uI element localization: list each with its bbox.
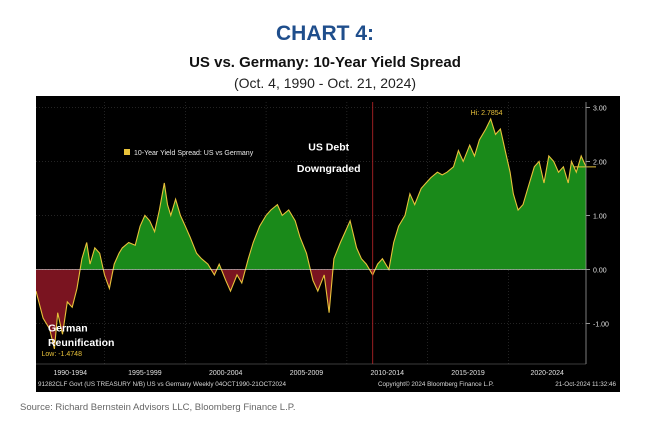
yield-spread-chart: 3.00 2.00 1.00 0.00 -1.00 1990-1994 1995-1999 2… — [35, 102, 616, 388]
x-period-label: 2000-2004 — [209, 370, 243, 377]
annotation-label: German — [48, 323, 88, 335]
y-tick-label: -1.00 — [593, 321, 609, 328]
positive-spread-area — [36, 119, 586, 270]
y-tick-label: 2.00 — [593, 159, 607, 166]
y-tick-label: 1.00 — [593, 213, 607, 220]
x-period-label: 2010-2014 — [371, 370, 405, 377]
x-period-label: 1995-1999 — [128, 370, 162, 377]
y-tick-label: 3.00 — [593, 105, 607, 112]
x-period-label: 2020-2024 — [530, 370, 564, 377]
chart-label: CHART 4: — [276, 22, 374, 45]
annotation-label: Low: -1.4748 — [41, 351, 82, 358]
annotation-label: Reunification — [48, 337, 115, 349]
x-period-label: 2015-2019 — [451, 370, 485, 377]
annotation-label: US Debt — [308, 142, 349, 154]
x-period-label: 1990-1994 — [54, 370, 88, 377]
annotation-label: Downgraded — [297, 163, 361, 175]
bloomberg-copyright: Copyright© 2024 Bloomberg Finance L.P. — [378, 380, 494, 388]
y-tick-label: 0.00 — [593, 267, 607, 274]
bloomberg-timestamp: 21-Oct-2024 11:32:46 — [555, 381, 616, 388]
chart-subtitle: (Oct. 4, 1990 - Oct. 21, 2024) — [233, 75, 417, 91]
annotation-label: Hi: 2.7854 — [471, 110, 503, 117]
x-period-label: 2005-2009 — [290, 370, 324, 377]
bloomberg-ticker-line: 91282CLF Govt (US TREASURY N/B) US vs Ge… — [38, 381, 287, 388]
spread-line — [35, 117, 587, 350]
legend-label: 10-Year Yield Spread: US vs Germany — [134, 150, 254, 157]
legend-swatch — [124, 149, 130, 155]
chart-title: US vs. Germany: 10-Year Yield Spread — [189, 54, 461, 71]
negative-spread-area — [36, 269, 586, 349]
chart-panel: 3.00 2.00 1.00 0.00 -1.00 1990-1994 1995-1999 2… — [35, 96, 620, 392]
source-note: Source: Richard Bernstein Advisors LLC, … — [20, 402, 296, 413]
